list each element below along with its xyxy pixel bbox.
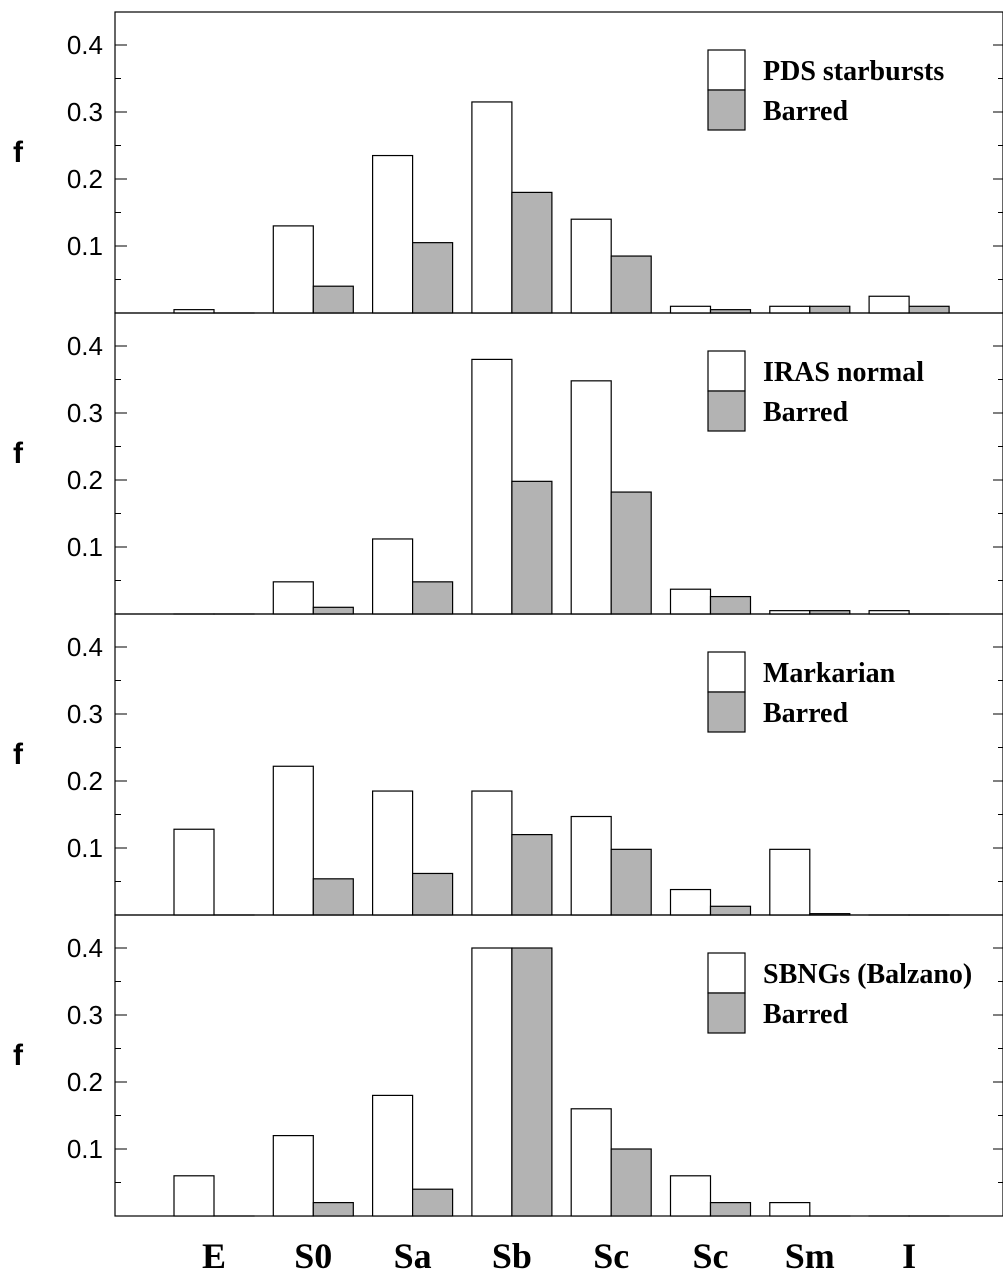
bar-all-I — [868, 295, 910, 314]
legend-label-barred: Barred — [763, 698, 848, 729]
bar-all-Sa — [372, 538, 414, 615]
y-tick-label: 0.3 — [67, 398, 103, 428]
bar-barred-Sb — [511, 480, 553, 615]
legend-swatch-barred — [707, 691, 746, 733]
bar-barred-S0 — [312, 1201, 354, 1217]
panel-3: 0.1 0.2 0.3 0.4 f Markarian Barred — [13, 613, 1003, 916]
y-tick-label: 0.1 — [67, 231, 103, 261]
bar-all-S0 — [272, 765, 314, 916]
y-tick-label: 0.2 — [67, 164, 103, 194]
bar-barred-Sc — [610, 491, 652, 615]
bar-barred-Sa — [412, 1188, 454, 1217]
bar-all-Sc — [669, 305, 712, 314]
bar-all-Sm — [769, 1201, 811, 1217]
x-category-label: Sc — [593, 1236, 629, 1273]
x-category-label: Sa — [394, 1236, 432, 1273]
legend-label-all: IRAS normal — [763, 357, 924, 388]
legend-swatch-barred — [707, 89, 746, 131]
bar-all-Sm — [769, 848, 811, 916]
legend-swatch-all — [707, 952, 746, 994]
bar-all-S0 — [272, 581, 314, 615]
bar-barred-Sa — [412, 242, 454, 314]
y-axis-label: f — [13, 437, 24, 470]
bar-all-Sc — [570, 1108, 612, 1217]
bar-all-S0 — [272, 1134, 314, 1217]
bar-all-Sa — [372, 790, 414, 916]
y-axis-label: f — [13, 1039, 24, 1072]
y-tick-label: 0.2 — [67, 766, 103, 796]
bar-barred-Sc — [709, 595, 752, 615]
bar-all-Sc — [669, 1175, 712, 1217]
x-category-label: Sc — [693, 1236, 729, 1273]
y-tick-label: 0.1 — [67, 1134, 103, 1164]
bar-barred-Sc — [709, 1201, 752, 1217]
bar-barred-Sc — [610, 1148, 652, 1217]
legend-swatch-barred — [707, 992, 746, 1034]
panel-frame — [114, 914, 1003, 1217]
bar-barred-Sm — [809, 305, 851, 314]
legend-swatch-barred — [707, 390, 746, 432]
legend-label-all: Markarian — [763, 658, 896, 689]
x-category-label: Sb — [492, 1236, 532, 1273]
panel-4: 0.1 0.2 0.3 0.4 f SBNGs (Balzano) Barred — [13, 914, 1003, 1217]
y-tick-label: 0.2 — [67, 1067, 103, 1097]
legend-swatch-all — [707, 651, 746, 693]
x-category-label: S0 — [294, 1236, 332, 1273]
x-category-label: E — [202, 1236, 226, 1273]
bar-all-Sb — [471, 101, 513, 314]
bar-all-Sm — [769, 305, 811, 314]
bar-barred-Sc — [709, 905, 752, 916]
bar-barred-S0 — [312, 878, 354, 916]
legend-label-all: SBNGs (Balzano) — [763, 959, 972, 990]
bar-barred-Sb — [511, 833, 553, 916]
bar-all-Sb — [471, 358, 513, 615]
bar-barred-Sa — [412, 872, 454, 916]
y-tick-label: 0.4 — [67, 30, 103, 60]
legend-label-barred: Barred — [763, 96, 848, 127]
legend-label-all: PDS starbursts — [763, 56, 944, 87]
bar-barred-Sb — [511, 947, 553, 1217]
bar-all-E — [173, 828, 215, 916]
bar-barred-Sc — [610, 848, 652, 916]
bar-all-Sc — [570, 380, 612, 615]
panel-1: 0.1 0.2 0.3 0.4 f PDS starbursts Barred — [13, 11, 1003, 314]
panel-2: 0.1 0.2 0.3 0.4 f IRAS normal Barred — [13, 312, 1003, 615]
bar-all-S0 — [272, 225, 314, 314]
x-category-label: Sm — [785, 1236, 835, 1273]
y-tick-label: 0.3 — [67, 699, 103, 729]
bar-all-Sa — [372, 1094, 414, 1217]
bar-barred-Sb — [511, 191, 553, 314]
y-tick-label: 0.2 — [67, 465, 103, 495]
bar-barred-Sc — [610, 255, 652, 314]
bar-all-Sc — [570, 218, 612, 314]
legend-label-barred: Barred — [763, 999, 848, 1030]
y-tick-label: 0.3 — [67, 1000, 103, 1030]
bar-all-Sa — [372, 154, 414, 314]
y-tick-label: 0.4 — [67, 331, 103, 361]
y-tick-label: 0.1 — [67, 532, 103, 562]
legend-label-barred: Barred — [763, 397, 848, 428]
bar-barred-S0 — [312, 606, 354, 615]
bar-all-Sb — [471, 790, 513, 916]
bar-barred-Sa — [412, 581, 454, 615]
y-tick-label: 0.3 — [67, 97, 103, 127]
legend-swatch-all — [707, 350, 746, 392]
bar-all-Sc — [669, 588, 712, 615]
bar-all-Sb — [471, 947, 513, 1217]
bar-all-E — [173, 1175, 215, 1217]
y-axis-label: f — [13, 738, 24, 771]
y-tick-label: 0.1 — [67, 833, 103, 863]
legend-swatch-all — [707, 49, 746, 91]
y-axis-label: f — [13, 136, 24, 169]
y-tick-label: 0.4 — [67, 933, 103, 963]
x-category-label: I — [902, 1236, 916, 1273]
bar-barred-I — [908, 305, 950, 314]
y-tick-label: 0.4 — [67, 632, 103, 662]
bar-all-Sc — [669, 888, 712, 916]
bar-all-Sc — [570, 815, 612, 916]
bar-barred-S0 — [312, 285, 354, 314]
